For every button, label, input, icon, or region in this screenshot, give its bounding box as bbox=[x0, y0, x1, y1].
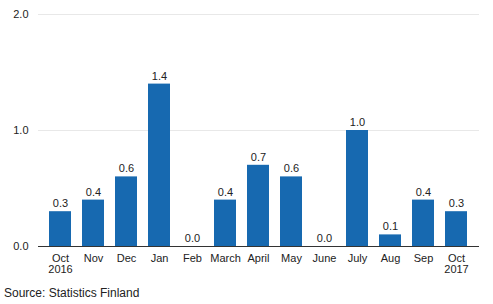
svg-text:0.3: 0.3 bbox=[53, 197, 68, 209]
svg-text:0.4: 0.4 bbox=[86, 186, 101, 198]
svg-text:0.0: 0.0 bbox=[185, 232, 200, 244]
svg-text:Oct2016: Oct2016 bbox=[48, 252, 72, 275]
svg-text:Dec: Dec bbox=[117, 252, 137, 264]
svg-text:June: June bbox=[313, 252, 337, 264]
svg-text:May: May bbox=[281, 252, 302, 264]
svg-text:1.0: 1.0 bbox=[13, 124, 28, 136]
svg-text:March: March bbox=[210, 252, 241, 264]
svg-text:0.4: 0.4 bbox=[416, 186, 431, 198]
svg-text:0.0: 0.0 bbox=[13, 240, 28, 252]
svg-text:Nov: Nov bbox=[84, 252, 104, 264]
svg-text:July: July bbox=[348, 252, 368, 264]
svg-text:0.4: 0.4 bbox=[218, 186, 233, 198]
svg-text:Sep: Sep bbox=[414, 252, 434, 264]
svg-text:2.0: 2.0 bbox=[13, 8, 28, 20]
svg-text:Aug: Aug bbox=[381, 252, 401, 264]
svg-text:0.0: 0.0 bbox=[317, 232, 332, 244]
svg-text:1.4: 1.4 bbox=[152, 70, 167, 82]
svg-text:Feb: Feb bbox=[183, 252, 202, 264]
svg-text:0.1: 0.1 bbox=[383, 220, 398, 232]
svg-text:April: April bbox=[247, 252, 269, 264]
svg-text:Jan: Jan bbox=[151, 252, 169, 264]
html-text:Source: Statistics Finland: Source: Statistics Finland bbox=[4, 286, 140, 300]
svg-text:Oct2017: Oct2017 bbox=[444, 252, 468, 275]
svg-text:1.0: 1.0 bbox=[350, 116, 365, 128]
svg-text:0.7: 0.7 bbox=[251, 151, 266, 163]
svg-text:0.6: 0.6 bbox=[284, 162, 299, 174]
svg-text:0.6: 0.6 bbox=[119, 162, 134, 174]
svg-text:0.3: 0.3 bbox=[449, 197, 464, 209]
